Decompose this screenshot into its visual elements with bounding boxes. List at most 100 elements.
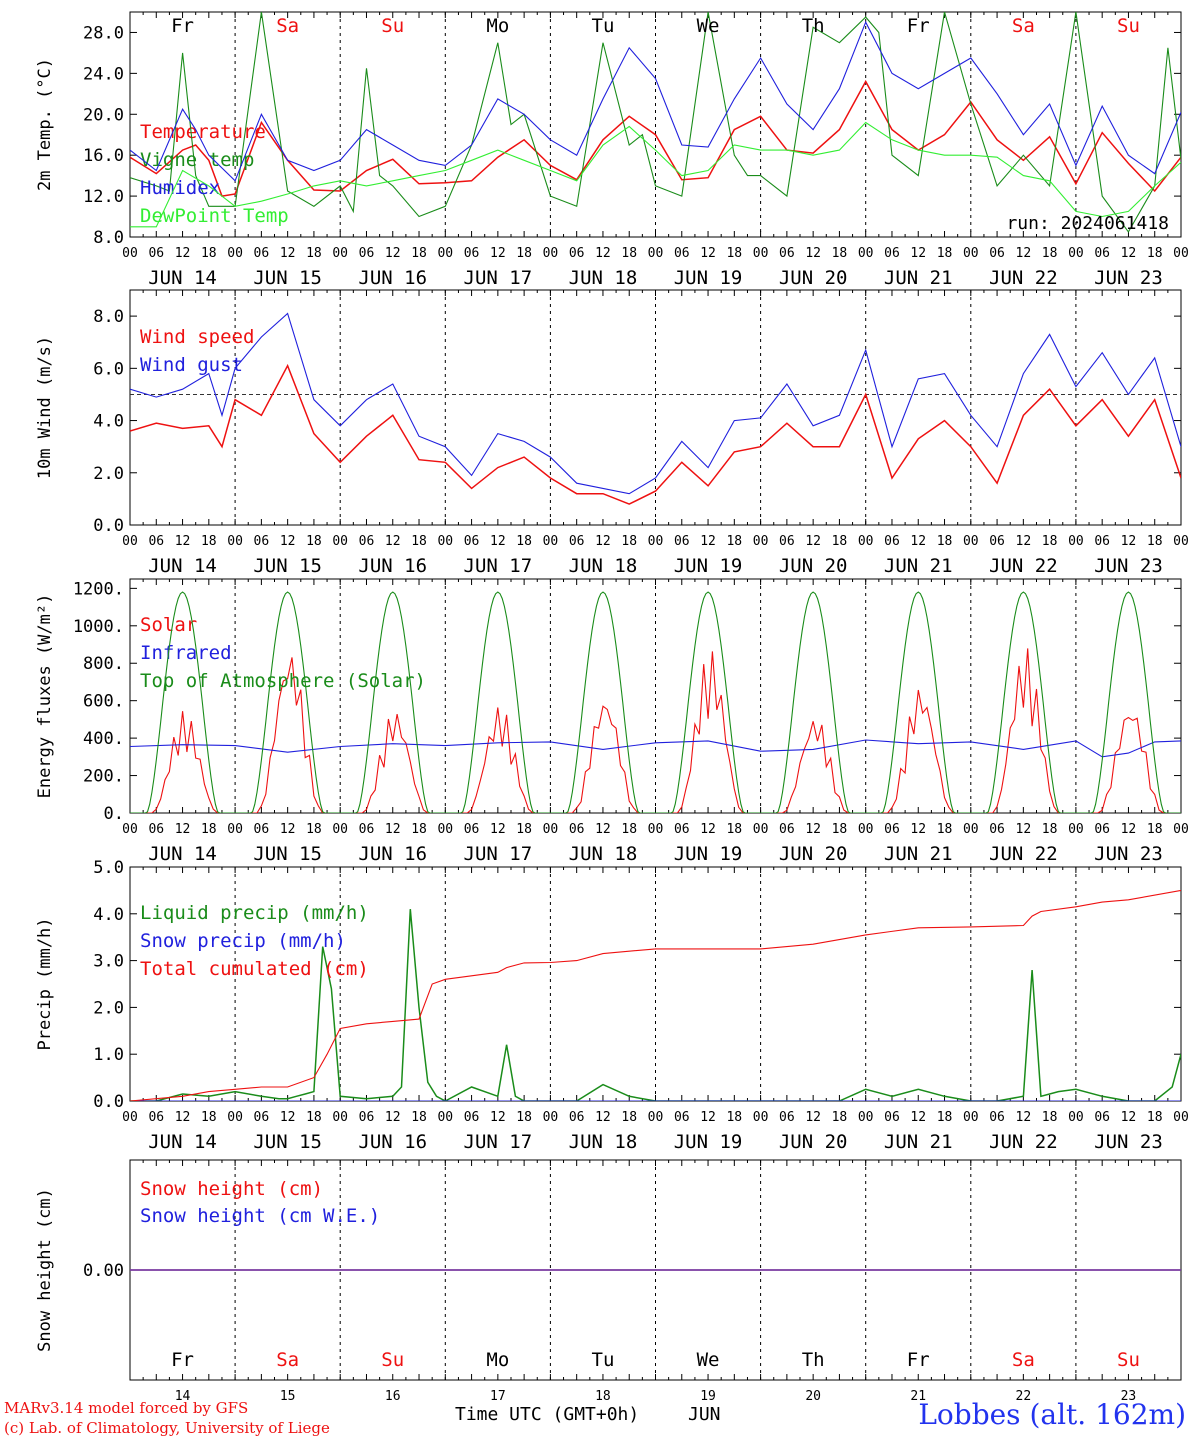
date-label: JUN 15 (253, 555, 322, 577)
date-label: JUN 15 (253, 843, 322, 865)
hour-tick-label: 00 (1068, 246, 1084, 261)
hour-tick-label: 18 (306, 246, 322, 261)
day-of-week-label: We (697, 15, 720, 37)
legend-entry: DewPoint Temp (140, 205, 289, 227)
hour-tick-label: 12 (490, 1110, 506, 1125)
hour-tick-label: 06 (148, 534, 164, 549)
hour-tick-label: 00 (648, 534, 664, 549)
hour-tick-label: 06 (674, 1110, 690, 1125)
hour-tick-label: 18 (726, 822, 742, 837)
day-of-week-label: Sa (276, 1349, 299, 1371)
date-label: JUN 14 (148, 843, 217, 865)
hour-tick-label: 06 (254, 534, 270, 549)
day-number-label: 23 (1121, 1389, 1137, 1404)
series-line-liquid-precip-mm-h (130, 909, 1181, 1101)
date-label: JUN 22 (989, 555, 1058, 577)
hour-tick-label: 12 (805, 1110, 821, 1125)
hour-tick-label: 18 (1042, 534, 1058, 549)
legend-entry: Vigne temp (140, 149, 254, 171)
hour-tick-label: 06 (989, 822, 1005, 837)
hour-tick-label: 06 (779, 1110, 795, 1125)
hour-tick-label: 00 (858, 1110, 874, 1125)
hour-tick-label: 18 (516, 246, 532, 261)
day-of-week-label: Mo (486, 15, 509, 37)
date-label: JUN 17 (464, 843, 533, 865)
date-label: JUN 16 (358, 1131, 427, 1153)
hour-tick-label: 18 (411, 534, 427, 549)
hour-tick-label: 18 (832, 822, 848, 837)
hour-tick-label: 00 (858, 246, 874, 261)
hour-tick-label: 18 (937, 246, 953, 261)
hour-tick-label: 18 (621, 1110, 637, 1125)
hour-tick-label: 18 (621, 534, 637, 549)
day-of-week-label: Tu (592, 1349, 615, 1371)
hour-tick-label: 12 (805, 534, 821, 549)
hour-tick-label: 12 (280, 246, 296, 261)
y-tick-label: 200. (83, 767, 124, 787)
date-label: JUN 21 (884, 555, 953, 577)
hour-tick-label: 06 (1094, 534, 1110, 549)
day-of-week-label: Th (802, 15, 825, 37)
y-tick-label: 2.0 (93, 464, 124, 484)
date-label: JUN 18 (569, 555, 638, 577)
hour-tick-label: 06 (674, 534, 690, 549)
hour-tick-label: 18 (1147, 534, 1163, 549)
legend-entry: Infrared (140, 642, 232, 664)
day-of-week-label: Th (802, 1349, 825, 1371)
hour-tick-label: 00 (858, 534, 874, 549)
day-number-label: 19 (700, 1389, 716, 1404)
date-label: JUN 17 (464, 267, 533, 289)
date-label: JUN 17 (464, 555, 533, 577)
hour-tick-label: 06 (884, 1110, 900, 1125)
date-label: JUN 21 (884, 267, 953, 289)
hour-tick-label: 18 (201, 1110, 217, 1125)
y-tick-label: 8.0 (93, 228, 124, 248)
date-label: JUN 23 (1094, 843, 1163, 865)
hour-tick-label: 00 (648, 1110, 664, 1125)
day-number-label: 21 (910, 1389, 926, 1404)
hour-tick-label: 12 (175, 822, 191, 837)
hour-tick-label: 00 (963, 534, 979, 549)
legend-entry: Temperature (140, 121, 266, 143)
date-label: JUN 15 (253, 267, 322, 289)
day-of-week-label: Su (1117, 15, 1140, 37)
hour-tick-label: 00 (858, 822, 874, 837)
hour-tick-label: 06 (884, 534, 900, 549)
hour-tick-label: 18 (1147, 1110, 1163, 1125)
hour-tick-label: 06 (569, 822, 585, 837)
hour-tick-label: 12 (490, 534, 506, 549)
hour-tick-label: 18 (621, 246, 637, 261)
day-of-week-label: Sa (276, 15, 299, 37)
day-number-label: 18 (595, 1389, 611, 1404)
hour-tick-label: 00 (543, 246, 559, 261)
hour-tick-label: 06 (779, 534, 795, 549)
hour-tick-label: 00 (543, 534, 559, 549)
y-axis-label: Snow height (cm) (35, 1188, 55, 1352)
y-tick-label: 1000. (73, 617, 124, 637)
day-of-week-label: Fr (171, 15, 194, 37)
hour-tick-label: 12 (490, 246, 506, 261)
day-number-label: 17 (490, 1389, 506, 1404)
day-of-week-label: Su (1117, 1349, 1140, 1371)
legend-entry: Humidex (140, 177, 220, 199)
hour-tick-label: 00 (122, 534, 138, 549)
date-label: JUN 19 (674, 267, 743, 289)
date-label: JUN 20 (779, 843, 848, 865)
hour-tick-label: 00 (1068, 1110, 1084, 1125)
date-label: JUN 20 (779, 267, 848, 289)
y-tick-label: 0. (104, 804, 124, 824)
day-number-label: 16 (385, 1389, 401, 1404)
hour-tick-label: 06 (254, 822, 270, 837)
hour-tick-label: 00 (332, 246, 348, 261)
hour-tick-label: 00 (437, 246, 453, 261)
series-line-dewpoint-temp (130, 121, 1181, 228)
date-label: JUN 18 (569, 267, 638, 289)
run-annotation: run: 2024061418 (1006, 213, 1169, 234)
y-tick-label: 16.0 (83, 146, 124, 166)
hour-tick-label: 00 (543, 1110, 559, 1125)
date-label: JUN 21 (884, 843, 953, 865)
y-tick-label: 0.0 (93, 516, 124, 536)
series-line-top-of-atmosphere-solar (130, 591, 1181, 813)
hour-tick-label: 00 (437, 1110, 453, 1125)
date-label: JUN 14 (148, 267, 217, 289)
